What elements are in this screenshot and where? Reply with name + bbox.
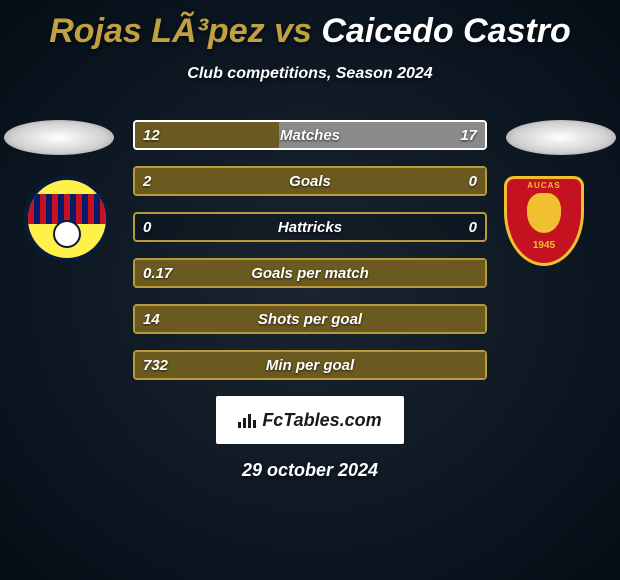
stat-label: Goals per match: [135, 260, 485, 286]
stat-row: 1217Matches: [133, 120, 487, 150]
player2-name: Caicedo Castro: [321, 12, 570, 50]
player1-name: Rojas LÃ³pez: [49, 12, 264, 50]
fctables-logo-icon: [238, 412, 258, 428]
stat-rows: 1217Matches 20Goals 00Hattricks 0.17Goals p…: [133, 120, 487, 380]
stat-row: 0.17Goals per match: [133, 258, 487, 288]
stat-label: Goals: [135, 168, 485, 194]
stat-row: 14Shots per goal: [133, 304, 487, 334]
snapshot-date: 29 october 2024: [0, 460, 620, 481]
player1-photo-placeholder: [4, 120, 114, 155]
stat-label: Matches: [135, 122, 485, 148]
stat-label: Min per goal: [135, 352, 485, 378]
bsc-shield-icon: [24, 176, 110, 262]
aucas-shield-icon: AUCAS 1945: [504, 176, 584, 266]
stat-row: 00Hattricks: [133, 212, 487, 242]
fctables-branding[interactable]: FcTables.com: [216, 396, 404, 444]
comparison-block: AUCAS 1945 1217Matches 20Goals 00Hattricks…: [0, 120, 620, 481]
stat-label: Hattricks: [135, 214, 485, 240]
stat-row: 20Goals: [133, 166, 487, 196]
vs-text: vs: [274, 12, 312, 50]
club-badge-left: [24, 176, 116, 268]
player2-photo-placeholder: [506, 120, 616, 155]
club-badge-right: AUCAS 1945: [504, 176, 596, 268]
stat-label: Shots per goal: [135, 306, 485, 332]
subtitle: Club competitions, Season 2024: [0, 65, 620, 83]
fctables-text: FcTables.com: [262, 410, 381, 431]
stat-row: 732Min per goal: [133, 350, 487, 380]
aucas-year: 1945: [507, 240, 581, 251]
comparison-title: Rojas LÃ³pez vs Caicedo Castro: [0, 0, 620, 51]
